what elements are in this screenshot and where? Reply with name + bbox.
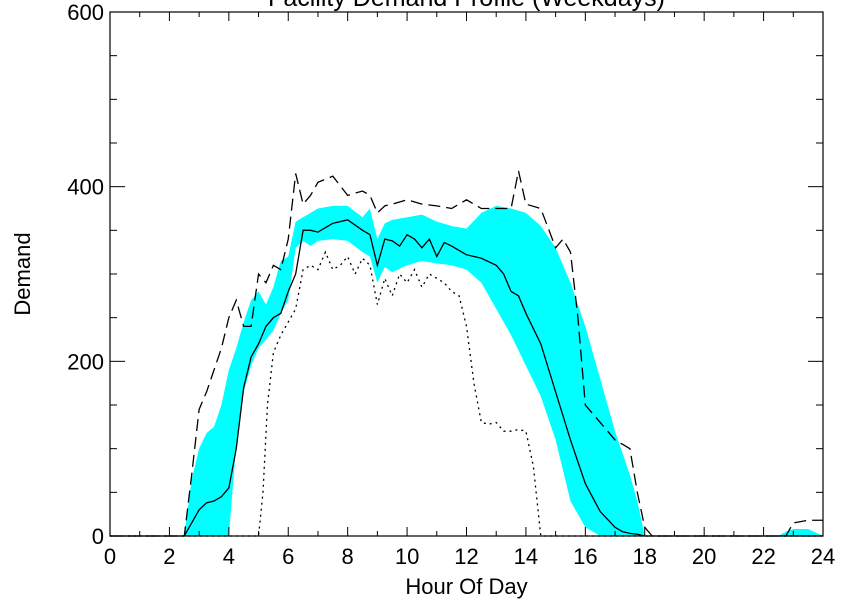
- x-tick-label: 24: [811, 544, 835, 569]
- series-line-solid: [110, 219, 823, 537]
- x-tick-label: 20: [692, 544, 716, 569]
- x-tick-label: 4: [223, 544, 235, 569]
- x-tick-label: 8: [342, 544, 354, 569]
- y-tick-label: 200: [67, 349, 104, 374]
- series-line-dashed: [110, 170, 823, 537]
- y-axis-label: Demand: [10, 232, 35, 315]
- x-tick-label: 0: [104, 544, 116, 569]
- series-line-dotted: [110, 250, 823, 537]
- y-tick-label: 400: [67, 175, 104, 200]
- x-tick-label: 6: [282, 544, 294, 569]
- x-tick-label: 18: [633, 544, 657, 569]
- chart-title: Facility Demand Profile (Weekdays): [268, 0, 665, 12]
- x-axis-label: Hour Of Day: [405, 574, 527, 599]
- series-band-0: [110, 205, 823, 536]
- x-tick-label: 14: [514, 544, 538, 569]
- x-tick-label: 22: [751, 544, 775, 569]
- x-tick-label: 2: [163, 544, 175, 569]
- data-layer: [110, 170, 823, 537]
- x-tick-label: 16: [573, 544, 597, 569]
- x-tick-label: 10: [395, 544, 419, 569]
- y-tick-label: 600: [67, 0, 104, 25]
- y-tick-label: 0: [92, 524, 104, 549]
- x-tick-label: 12: [454, 544, 478, 569]
